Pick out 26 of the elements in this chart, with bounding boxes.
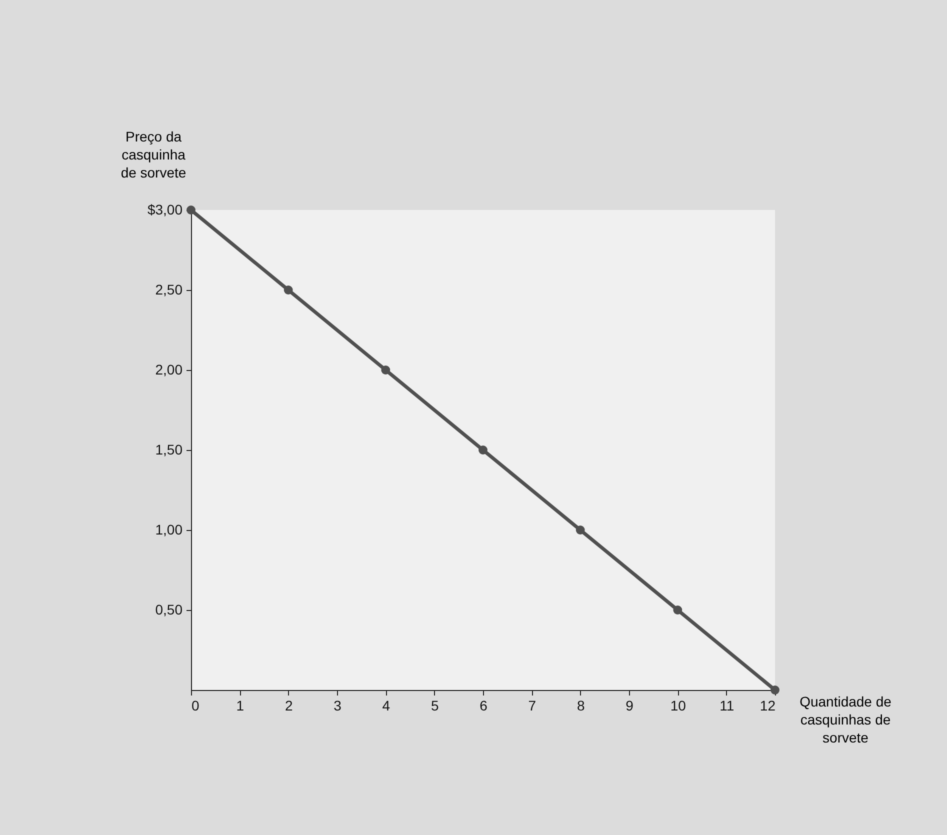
x-tick-label: 12 (760, 698, 776, 714)
y-axis-title: Preço da casquinha de sorvete (120, 128, 186, 180)
y-tick-label: 1,50 (155, 442, 183, 458)
x-tick-label: 6 (480, 698, 488, 714)
point (478, 446, 488, 454)
x-tick-label: 11 (720, 698, 734, 714)
y-tick-label: 1,00 (155, 522, 183, 538)
x-tick-label: 9 (626, 698, 634, 714)
x-tick-label: 1 (236, 698, 244, 714)
y-tick-label: 2,00 (155, 362, 183, 378)
x-tick-label: 4 (382, 698, 390, 714)
point (576, 526, 585, 534)
x-tick-label: 3 (334, 698, 342, 714)
point (381, 366, 390, 374)
point (673, 606, 682, 614)
y-tick-label: 0,50 (155, 602, 183, 618)
x-tick-label: 2 (284, 698, 293, 714)
point (284, 286, 293, 294)
x-tick-label: 5 (430, 698, 439, 714)
x-tick-label: 7 (528, 698, 536, 714)
x-tick-label: 10 (670, 698, 686, 714)
x-tick-label: 8 (576, 698, 585, 714)
x-axis-title: Quantidade de casquinhas de sorvete (800, 694, 892, 746)
x-tick-label: 0 (192, 698, 200, 714)
y-tick-label: 2,50 (155, 282, 183, 298)
y-tick-label: $3,00 (147, 202, 183, 218)
